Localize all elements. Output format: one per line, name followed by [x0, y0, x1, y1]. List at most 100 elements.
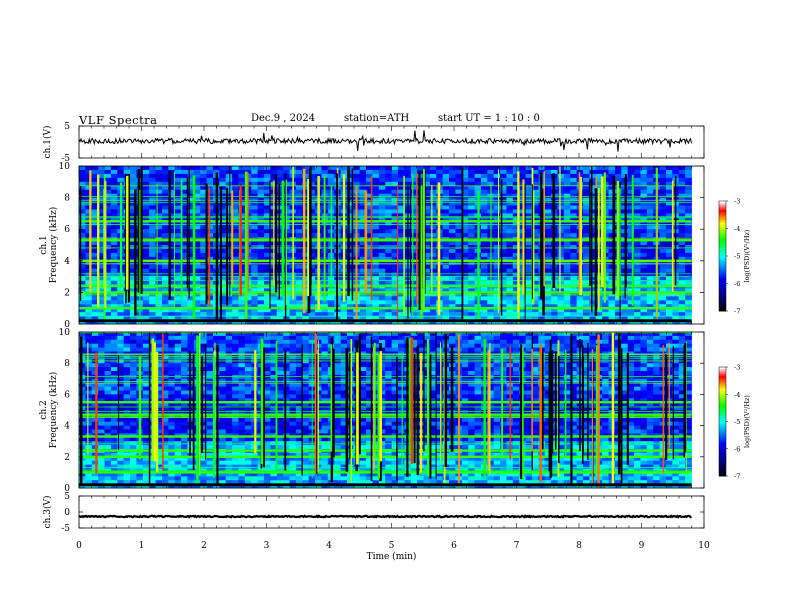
spectrogram-cell — [238, 189, 246, 195]
spectrogram-cell — [359, 181, 367, 187]
spectrogram-cell — [640, 233, 648, 238]
spectrogram-cell — [91, 363, 99, 368]
spectrogram-cell — [136, 181, 144, 187]
spectrogram-cell — [449, 245, 456, 250]
spectrogram-cell — [602, 312, 609, 317]
spectrogram-cell — [468, 308, 475, 313]
spectrogram-cell — [155, 296, 163, 301]
spectrogram-cell — [672, 300, 680, 305]
spectrogram-cell — [168, 417, 176, 423]
spectrogram-cell — [174, 304, 182, 309]
spectrogram-cell — [442, 233, 450, 238]
spectrogram-cell — [161, 406, 169, 411]
spectrogram-cell — [627, 264, 635, 270]
spectrogram-cell — [212, 378, 220, 384]
spectrogram-cell — [193, 185, 201, 191]
spectrogram-cell — [174, 166, 182, 171]
spectrogram-cell — [232, 241, 239, 246]
spectrogram-cell — [168, 181, 176, 187]
spectrogram-cell — [117, 367, 125, 372]
spectrogram-cell — [123, 169, 131, 175]
spectrogram-cell — [283, 169, 290, 175]
spectrogram-cell — [410, 229, 418, 234]
spectrogram-cell — [104, 480, 112, 485]
spectrogram-cell — [155, 173, 163, 179]
spectrogram-cell — [500, 264, 507, 270]
spectrogram-cell — [455, 256, 463, 262]
spectrogram-cell — [595, 316, 603, 321]
spectrogram-cell — [531, 205, 539, 210]
spectrogram-cell — [544, 256, 552, 262]
spectrogram-cell — [142, 197, 150, 202]
spectrogram-cell — [302, 209, 310, 214]
spectrogram-cell — [168, 464, 176, 469]
spectrogram-cell — [142, 363, 150, 368]
spectrogram-cell — [366, 221, 373, 226]
spectrogram-cell — [685, 272, 692, 277]
spectrogram-cell — [308, 189, 316, 195]
spectrogram-cell — [257, 260, 265, 266]
spectrogram-cell — [429, 181, 437, 187]
spectrogram-cell — [634, 241, 641, 246]
spectrogram-cell — [557, 173, 565, 179]
spectrogram-cell — [257, 248, 265, 254]
spectrogram-cell — [79, 332, 86, 337]
spectrogram-cell — [302, 177, 310, 183]
spectrogram-cell — [308, 181, 316, 187]
spectrogram-cell — [98, 189, 105, 195]
spectrogram-cell — [614, 173, 622, 179]
spectrogram-cell — [251, 166, 259, 171]
spectrogram-cell — [608, 308, 616, 313]
spectrogram-cell — [500, 312, 507, 317]
spectrogram-cell — [155, 452, 163, 458]
spectrogram-cell — [181, 300, 188, 305]
spectrogram-cell — [104, 256, 112, 262]
spectrogram-cell — [200, 437, 208, 442]
spectrogram-cell — [429, 169, 437, 175]
spectrogram-cell — [468, 280, 475, 285]
spectrogram-cell — [589, 316, 597, 321]
sferic-streak — [188, 168, 190, 299]
spectrogram-cell — [461, 185, 469, 191]
spectrogram-cell — [168, 189, 176, 195]
spectrogram-cell — [525, 205, 533, 210]
sferic-streak — [281, 180, 285, 296]
spectrogram-cell — [302, 316, 310, 321]
spectrogram-cell — [155, 410, 163, 415]
spectrogram-cell — [627, 256, 635, 262]
spectrogram-cell — [117, 371, 125, 376]
spectrogram-cell — [251, 201, 259, 206]
spectrogram-cell — [449, 166, 456, 171]
spectrogram-cell — [219, 316, 227, 321]
spectrogram-cell — [410, 268, 418, 274]
spectrogram-cell — [391, 209, 399, 214]
spectrogram-cell — [551, 308, 558, 313]
spectrogram-cell — [449, 201, 456, 206]
spectrogram-cell — [608, 268, 616, 274]
spectrogram-line — [79, 237, 692, 239]
spectrogram-cell — [570, 312, 578, 317]
spectrogram-cell — [659, 221, 667, 226]
spectrogram-cell — [130, 201, 137, 206]
spectrogram-cell — [627, 213, 635, 218]
spectrogram-cell — [251, 217, 259, 222]
spectrogram-cell — [117, 355, 125, 360]
spectrogram-cell — [665, 197, 673, 202]
spectrogram-cell — [583, 197, 590, 202]
spectrogram-cell — [225, 272, 233, 277]
spectrogram-cell — [595, 177, 603, 183]
spectrogram-cell — [257, 205, 265, 210]
spectrogram-cell — [110, 241, 118, 246]
spectrogram-cell — [646, 296, 654, 301]
spectrogram-cell — [678, 280, 686, 285]
spectrogram-cell — [264, 268, 271, 274]
spectrogram-cell — [621, 300, 629, 305]
spectrogram-cell — [85, 394, 93, 399]
spectrogram-cell — [123, 390, 131, 395]
spectrogram-cell — [98, 280, 105, 285]
spectrogram-cell — [653, 316, 660, 321]
spectrogram-cell — [174, 245, 182, 250]
spectrogram-cell — [506, 217, 514, 222]
spectrogram-cell — [193, 276, 201, 281]
spectrogram-cell — [232, 213, 239, 218]
